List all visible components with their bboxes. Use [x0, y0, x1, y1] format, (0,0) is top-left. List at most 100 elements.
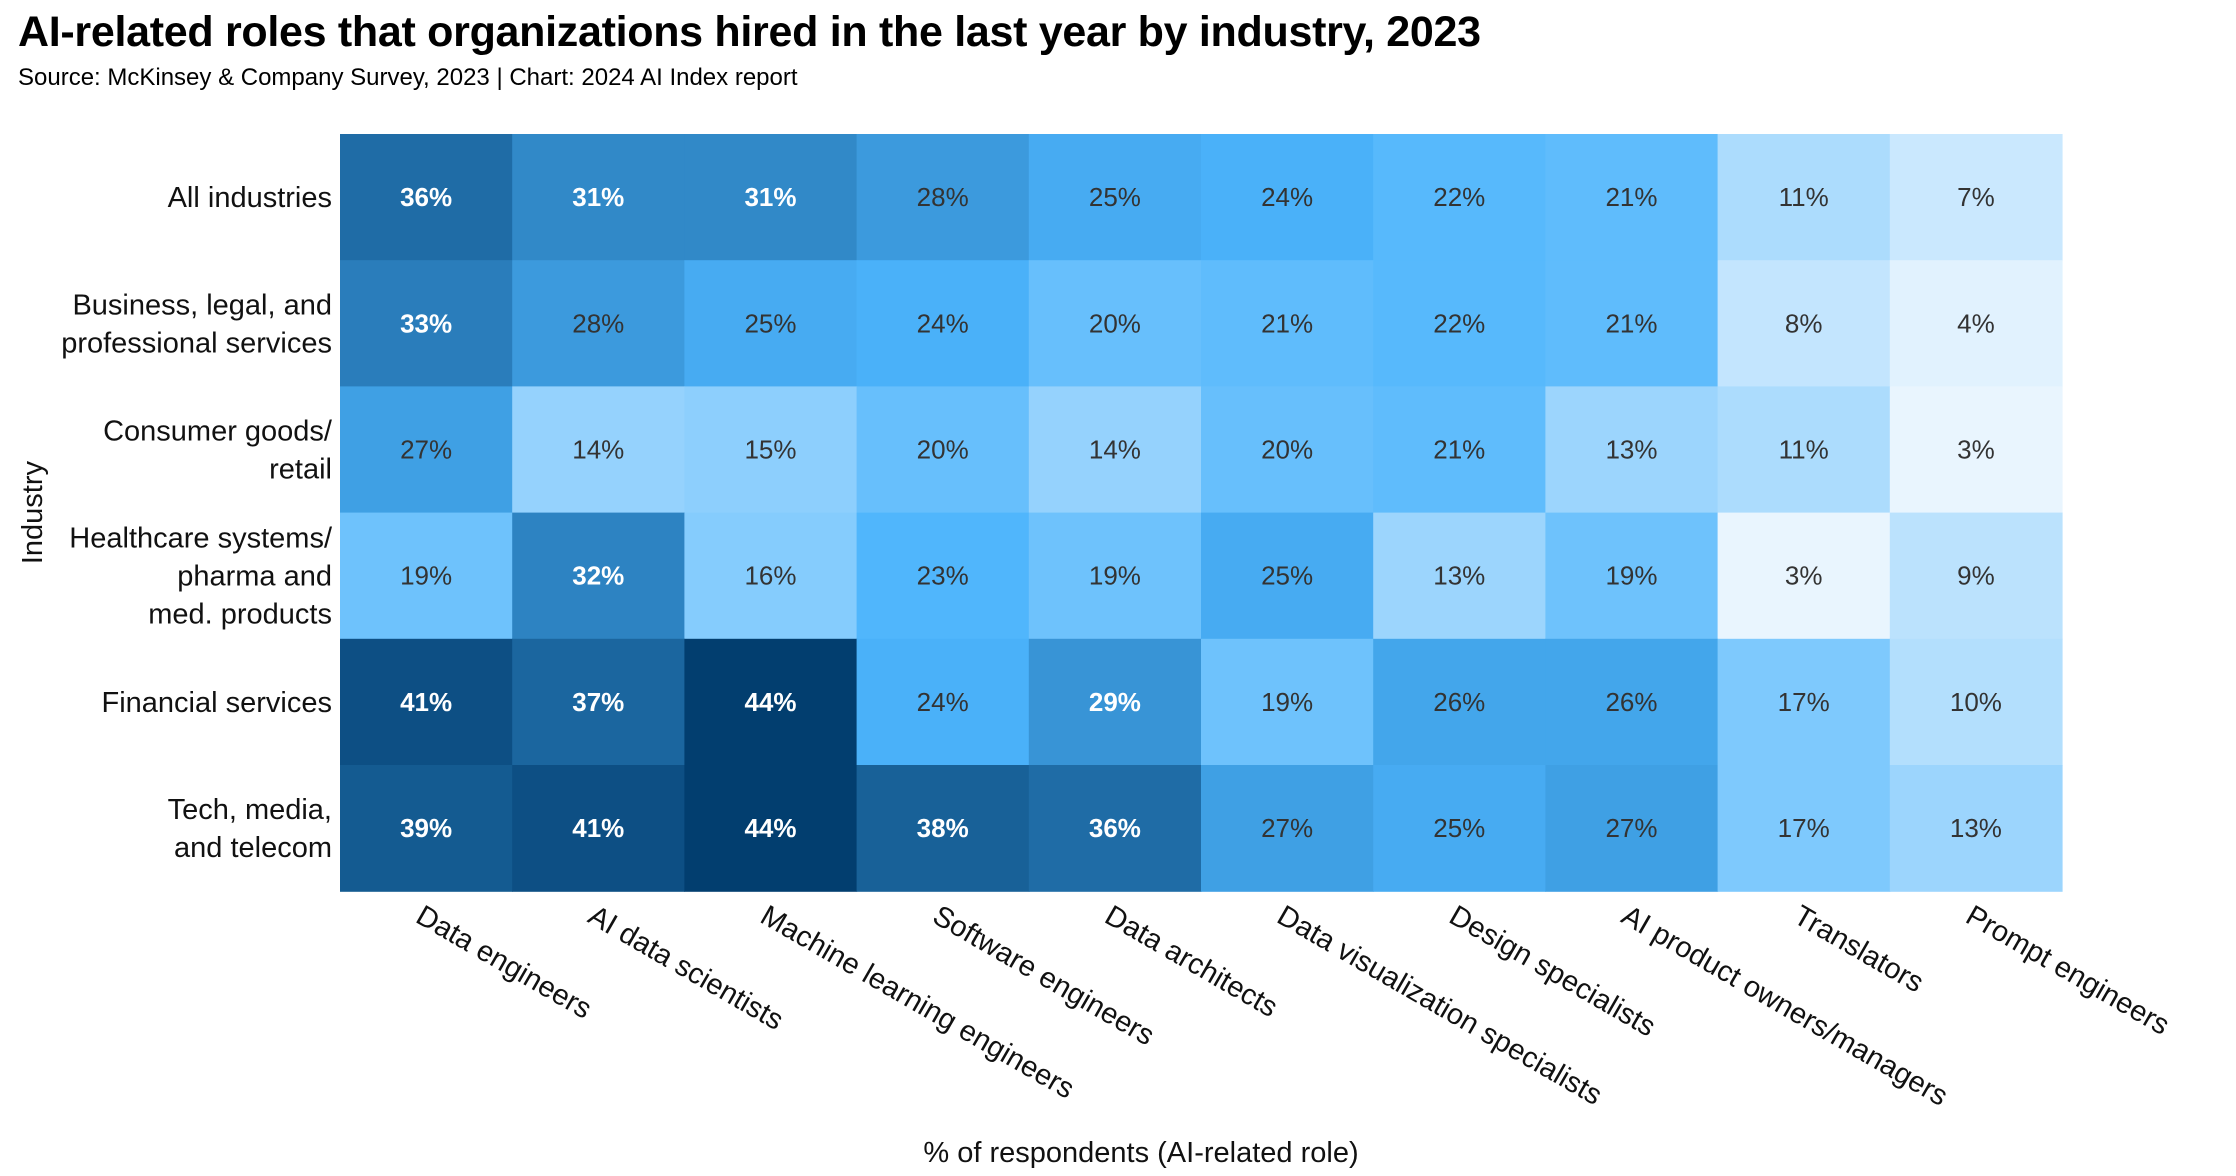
cell-value-label: 23% — [917, 561, 969, 591]
heatmap-cell — [1717, 512, 1891, 640]
heatmap-cell — [340, 765, 513, 892]
chart-subtitle: Source: McKinsey & Company Survey, 2023 … — [18, 64, 798, 91]
cell-value-label: 27% — [400, 435, 452, 465]
cell-value-label: 20% — [1089, 308, 1141, 338]
cell-value-label: 25% — [744, 308, 796, 338]
cell-value-label: 19% — [400, 561, 452, 591]
row-label: Business, legal, and professional service… — [61, 289, 332, 359]
heatmap-cell — [1889, 638, 2063, 766]
cell-value-label: 36% — [400, 182, 452, 212]
heatmap-cell — [1028, 134, 1202, 261]
cell-value-label: 31% — [744, 182, 796, 212]
heatmap-cell — [1201, 638, 1374, 766]
cell-value-label: 21% — [1605, 182, 1657, 212]
y-axis-title: Industry — [17, 461, 49, 565]
heatmap-cell — [856, 260, 1030, 387]
row-label: Financial services — [102, 687, 332, 719]
cell-value-label: 36% — [1089, 813, 1141, 843]
heatmap-cell — [1373, 765, 1546, 892]
heatmap-cell — [1889, 386, 2063, 514]
cell-value-label: 44% — [744, 813, 796, 843]
heatmap-cell — [1028, 386, 1202, 514]
cell-value-label: 29% — [1089, 687, 1141, 717]
column-label: Machine learning engineers — [755, 900, 1080, 1106]
column-label: Prompt engineers — [1960, 900, 2174, 1042]
heatmap-cell — [1373, 386, 1546, 514]
heatmap-cell — [1717, 638, 1891, 766]
heatmap-cell — [1373, 260, 1546, 387]
heatmap-cell — [1201, 260, 1374, 387]
cell-value-label: 31% — [572, 182, 624, 212]
cell-value-label: 15% — [744, 435, 796, 465]
cell-value-label: 14% — [1089, 435, 1141, 465]
cell-value-label: 11% — [1779, 182, 1829, 212]
heatmap-cell — [340, 512, 513, 640]
cell-value-label: 37% — [572, 687, 624, 717]
heatmap-cell — [856, 134, 1030, 261]
heatmap-cell — [684, 765, 858, 892]
cell-value-label: 21% — [1261, 308, 1313, 338]
heatmap-cell — [856, 765, 1030, 892]
cell-value-label: 33% — [400, 308, 452, 338]
chart-title: AI-related roles that organizations hire… — [18, 8, 1481, 56]
cell-value-label: 21% — [1605, 308, 1657, 338]
heatmap-cell — [856, 386, 1030, 514]
heatmap-cell — [512, 134, 685, 261]
cell-value-label: 21% — [1433, 435, 1485, 465]
cell-value-label: 27% — [1261, 813, 1313, 843]
x-axis-title: % of respondents (AI-related role) — [923, 1137, 1358, 1169]
heatmap-cell — [512, 512, 685, 640]
heatmap-cell — [1889, 134, 2063, 261]
heatmap-cell — [1201, 765, 1374, 892]
cell-value-label: 19% — [1089, 561, 1141, 591]
cell-value-label: 13% — [1950, 813, 2002, 843]
heatmap-cell — [856, 638, 1030, 766]
heatmap-cell — [1028, 512, 1202, 640]
cell-value-label: 24% — [1261, 182, 1313, 212]
heatmap-cell — [684, 512, 858, 640]
cell-value-label: 24% — [917, 687, 969, 717]
row-label: All industries — [168, 182, 332, 214]
cell-value-label: 26% — [1605, 687, 1657, 717]
cell-value-label: 14% — [572, 435, 624, 465]
column-label: AI product owners/managers — [1616, 900, 1953, 1113]
row-label: Healthcare systems/pharma and med. produc… — [69, 523, 333, 631]
cell-value-label: 19% — [1605, 561, 1657, 591]
heatmap-cell — [684, 134, 858, 261]
heatmap-cell — [1545, 260, 1719, 387]
heatmap-cell — [1028, 260, 1202, 387]
cell-value-label: 44% — [744, 687, 796, 717]
heatmap-cell — [684, 260, 858, 387]
cell-value-label: 41% — [400, 687, 452, 717]
cell-value-label: 22% — [1433, 308, 1485, 338]
heatmap-cell — [1545, 134, 1719, 261]
cell-value-label: 28% — [917, 182, 969, 212]
cell-value-label: 13% — [1433, 561, 1485, 591]
column-label: Data engineers — [411, 900, 597, 1026]
heatmap-cell — [340, 134, 513, 261]
cell-value-label: 38% — [917, 813, 969, 843]
column-label: Data visualization specialists — [1272, 900, 1608, 1112]
cell-value-label: 22% — [1433, 182, 1485, 212]
cell-value-label: 16% — [744, 561, 796, 591]
cell-value-label: 17% — [1778, 687, 1830, 717]
cell-value-label: 32% — [572, 561, 624, 591]
heatmap-cell — [340, 638, 513, 766]
cell-value-label: 7% — [1957, 182, 1995, 212]
row-label: Tech, media, and telecom — [168, 794, 332, 864]
heatmap-cell — [1889, 765, 2063, 892]
cell-value-label: 20% — [1261, 435, 1313, 465]
heatmap-cell — [1717, 386, 1891, 514]
heatmap-cell — [684, 638, 858, 766]
cell-value-label: 24% — [917, 308, 969, 338]
cell-value-label: 27% — [1605, 813, 1657, 843]
cell-value-label: 13% — [1605, 435, 1657, 465]
column-label: AI data scientists — [583, 900, 789, 1037]
heatmap-cell — [1201, 134, 1374, 261]
heatmap-cell — [1373, 638, 1546, 766]
cell-value-label: 25% — [1089, 182, 1141, 212]
cell-value-label: 19% — [1261, 687, 1313, 717]
heatmap-cell — [1889, 260, 2063, 387]
heatmap-cell — [340, 260, 513, 387]
